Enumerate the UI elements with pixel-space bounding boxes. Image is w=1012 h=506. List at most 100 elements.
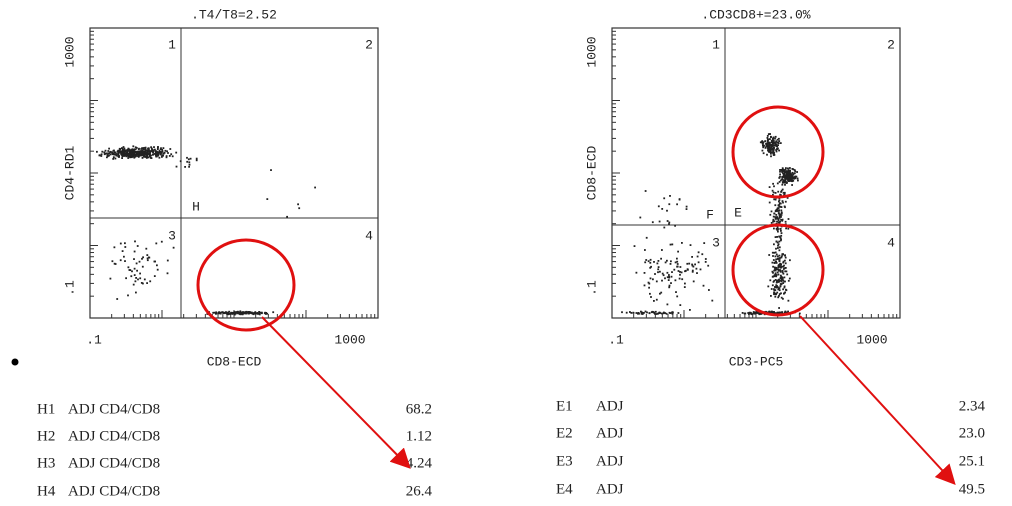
event-dot <box>780 238 782 241</box>
event-dot <box>772 218 775 221</box>
x-tick-label: .1 <box>86 332 102 347</box>
event-dot <box>134 280 137 283</box>
event-dot <box>791 175 793 177</box>
event-dot <box>780 265 783 268</box>
event-dot <box>778 205 781 208</box>
event-dot <box>646 311 648 314</box>
event-dot <box>127 294 129 297</box>
event-dot <box>133 156 136 159</box>
x-tick-label: 1000 <box>334 332 365 347</box>
event-dot <box>777 230 779 233</box>
event-dot <box>777 144 779 147</box>
event-dot <box>778 209 780 212</box>
event-dot <box>787 175 790 178</box>
event-dot <box>668 275 670 278</box>
event-dot <box>775 209 778 211</box>
event-dot <box>189 157 192 160</box>
event-dot <box>655 313 658 315</box>
event-dot <box>775 247 777 250</box>
event-dot <box>775 214 778 216</box>
event-dot <box>786 176 789 179</box>
event-dot <box>766 137 769 139</box>
event-dot <box>175 165 178 168</box>
event-dot <box>676 263 679 265</box>
event-dot <box>649 266 652 269</box>
event-dot <box>796 171 798 173</box>
event-dot <box>773 212 776 215</box>
event-dot <box>704 261 707 263</box>
event-dot <box>761 149 764 152</box>
event-dot <box>123 147 126 150</box>
event-dot <box>791 180 793 183</box>
event-dot <box>773 266 776 269</box>
event-dot <box>786 197 789 199</box>
event-dot <box>676 203 678 206</box>
event-dot <box>780 234 783 237</box>
event-dot <box>635 271 638 274</box>
event-dot <box>778 307 780 309</box>
event-dot <box>777 258 779 260</box>
row-value: 23.0 <box>959 425 985 441</box>
dot-plot <box>611 27 901 319</box>
event-dot <box>763 144 765 147</box>
event-dot <box>658 220 661 223</box>
plot-title: .T4/T8=2.52 <box>191 7 277 22</box>
event-dot <box>227 311 230 314</box>
event-dot <box>159 153 162 156</box>
event-dot <box>783 176 786 178</box>
event-dot <box>770 222 773 224</box>
event-dot <box>139 277 142 280</box>
event-dot <box>778 278 780 281</box>
event-dot <box>654 310 657 313</box>
event-dot <box>774 144 777 147</box>
event-dot <box>784 270 787 273</box>
event-dot <box>784 256 787 259</box>
event-dot <box>657 271 659 274</box>
event-dot <box>108 152 111 155</box>
event-dot <box>138 260 141 263</box>
y-axis-label: CD8-ECD <box>584 145 599 200</box>
event-dot <box>150 147 153 150</box>
event-dot <box>186 156 188 159</box>
event-dot <box>703 242 706 244</box>
event-dot <box>133 250 136 253</box>
x-axis-label: CD8-ECD <box>207 354 262 369</box>
event-dot <box>152 150 155 152</box>
event-dot <box>106 155 109 158</box>
event-dot <box>657 260 660 262</box>
event-dot <box>136 269 138 272</box>
event-dot <box>692 265 695 268</box>
event-dot <box>794 170 797 173</box>
event-dot <box>118 150 121 152</box>
event-dot <box>640 312 643 315</box>
event-dot <box>784 267 787 269</box>
event-dot <box>657 205 660 208</box>
event-dot <box>140 148 143 150</box>
event-dot <box>219 311 222 314</box>
event-dot <box>668 203 671 206</box>
event-dot <box>155 150 157 152</box>
event-dot <box>228 313 231 315</box>
event-dot <box>772 191 775 194</box>
event-dot <box>188 165 190 168</box>
event-dot <box>689 309 691 311</box>
event-dot <box>668 286 671 289</box>
event-dot <box>794 175 796 178</box>
event-dot <box>787 167 789 170</box>
event-dot <box>776 241 779 244</box>
event-dot <box>777 244 779 247</box>
event-dot <box>265 312 267 314</box>
event-dot <box>770 135 772 138</box>
event-dot <box>650 265 652 268</box>
event-dot <box>781 183 784 186</box>
event-dot <box>233 312 235 314</box>
gate-label: H <box>192 199 200 214</box>
event-dot <box>794 177 797 180</box>
event-dot <box>778 258 781 260</box>
event-dot <box>680 271 683 274</box>
event-dot <box>148 256 151 259</box>
event-dot <box>106 154 109 156</box>
event-dot <box>162 152 165 155</box>
event-dot <box>774 289 777 291</box>
event-dot <box>708 289 710 291</box>
